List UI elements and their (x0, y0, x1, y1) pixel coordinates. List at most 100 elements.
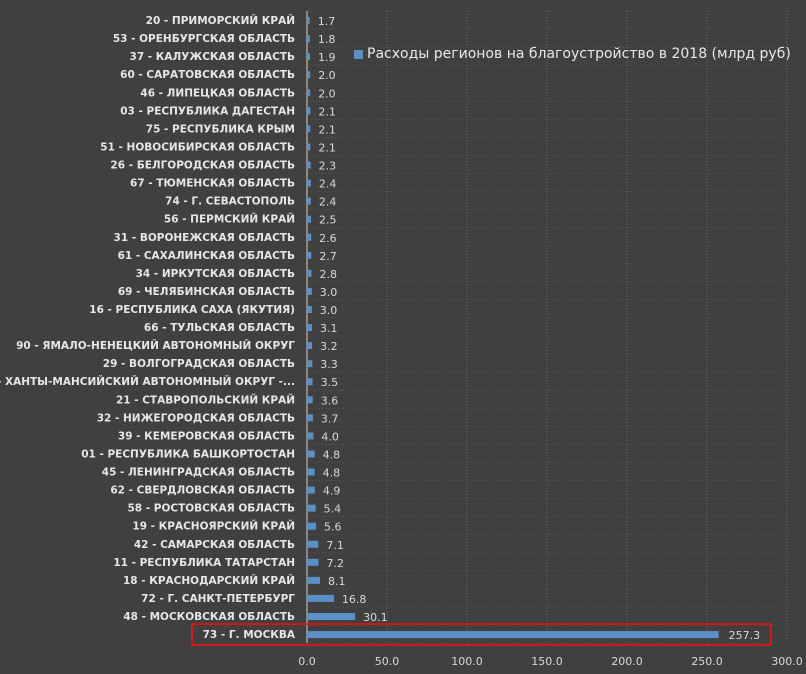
category-label: 66 - ТУЛЬСКАЯ ОБЛАСТЬ (144, 322, 295, 334)
data-label: 2.0 (318, 87, 336, 100)
x-tick-label: 250.0 (691, 655, 723, 668)
category-label: 87 - ХАНТЫ-МАНСИЙСКИЙ АВТОНОМНЫЙ ОКРУГ -… (0, 375, 295, 388)
category-label: 37 - КАЛУЖСКАЯ ОБЛАСТЬ (130, 51, 295, 63)
bar (307, 305, 312, 313)
category-label: 56 - ПЕРМСКИЙ КРАЙ (164, 213, 295, 226)
category-label: 20 - ПРИМОРСКИЙ КРАЙ (146, 14, 295, 27)
data-label: 2.6 (319, 232, 337, 245)
category-label: 32 - НИЖЕГОРОДСКАЯ ОБЛАСТЬ (97, 412, 295, 424)
data-label: 3.7 (321, 412, 339, 425)
data-label: 5.6 (324, 521, 342, 534)
category-label: 42 - САМАРСКАЯ ОБЛАСТЬ (134, 539, 295, 551)
x-tick-label: 0.0 (298, 655, 316, 668)
category-label: 19 - КРАСНОЯРСКИЙ КРАЙ (132, 520, 295, 533)
bar (307, 53, 311, 61)
category-label: 72 - Г. САНКТ-ПЕТЕРБУРГ (141, 593, 295, 605)
bar (307, 287, 312, 295)
bar (307, 613, 356, 621)
bar (307, 558, 319, 566)
bar (307, 179, 311, 187)
data-label: 7.2 (327, 557, 345, 570)
bar (307, 631, 719, 639)
data-label: 4.8 (323, 448, 341, 461)
data-label: 1.7 (318, 15, 336, 28)
category-label: 51 - НОВОСИБИРСКАЯ ОБЛАСТЬ (100, 141, 295, 153)
data-label: 4.0 (321, 430, 339, 443)
category-label: 73 - Г. МОСКВА (203, 629, 296, 641)
category-label: 90 - ЯМАЛО-НЕНЕЦКИЙ АВТОНОМНЫЙ ОКРУГ (16, 339, 295, 352)
bar (307, 35, 310, 43)
category-label: 21 - СТАВРОПОЛЬСКИЙ КРАЙ (116, 393, 295, 406)
bar (307, 215, 311, 223)
data-label: 3.3 (320, 358, 338, 371)
bar (307, 576, 320, 584)
data-label: 2.5 (319, 214, 337, 227)
bar (307, 143, 311, 151)
category-label: 48 - МОСКОВСКАЯ ОБЛАСТЬ (123, 611, 295, 623)
bar (307, 342, 313, 350)
bar (307, 71, 311, 79)
data-label: 2.4 (319, 196, 337, 209)
data-label: 16.8 (342, 593, 367, 606)
data-label: 1.9 (318, 51, 336, 64)
category-label: 61 - САХАЛИНСКАЯ ОБЛАСТЬ (118, 250, 295, 262)
category-label: 11 - РЕСПУБЛИКА ТАТАРСТАН (113, 557, 295, 569)
x-tick-label: 100.0 (451, 655, 483, 668)
data-label: 2.1 (318, 123, 336, 136)
bar (307, 360, 313, 368)
data-label: 3.0 (320, 304, 338, 317)
category-label: 31 - ВОРОНЕЖСКАЯ ОБЛАСТЬ (114, 232, 295, 244)
category-label: 74 - Г. СЕВАСТОПОЛЬ (165, 196, 295, 208)
bar (307, 125, 311, 133)
data-label: 3.0 (320, 286, 338, 299)
data-label: 5.4 (324, 503, 342, 516)
x-tick-label: 200.0 (611, 655, 643, 668)
bar (307, 594, 334, 602)
data-label: 3.5 (321, 376, 339, 389)
bar (307, 486, 315, 494)
bar (307, 197, 311, 205)
data-label: 257.3 (729, 629, 761, 642)
data-label: 2.1 (318, 105, 336, 118)
data-label: 3.1 (320, 322, 338, 335)
category-label: 18 - КРАСНОДАРСКИЙ КРАЙ (123, 574, 295, 587)
data-label: 3.2 (320, 340, 338, 353)
data-label: 2.3 (319, 160, 337, 173)
legend: Расходы регионов на благоустройство в 20… (354, 46, 791, 62)
category-label: 29 - ВОЛГОГРАДСКАЯ ОБЛАСТЬ (103, 358, 295, 370)
data-label: 1.8 (318, 33, 336, 46)
category-label: 69 - ЧЕЛЯБИНСКАЯ ОБЛАСТЬ (118, 286, 295, 298)
category-label: 26 - БЕЛГОРОДСКАЯ ОБЛАСТЬ (110, 160, 295, 172)
data-label: 8.1 (328, 575, 346, 588)
bar (307, 540, 319, 548)
bar (307, 251, 312, 259)
bar (307, 233, 312, 241)
bar (307, 432, 314, 440)
category-label: 45 - ЛЕНИНГРАДСКАЯ ОБЛАСТЬ (102, 467, 295, 479)
data-label: 3.6 (321, 394, 339, 407)
x-tick-label: 50.0 (375, 655, 400, 668)
data-label: 7.1 (326, 539, 344, 552)
data-label: 4.9 (323, 485, 341, 498)
bar (307, 468, 315, 476)
bar (307, 324, 312, 332)
data-label: 2.1 (318, 141, 336, 154)
bar (307, 504, 316, 512)
x-tick-label: 150.0 (531, 655, 563, 668)
data-label: 30.1 (363, 611, 388, 624)
category-label: 58 - РОСТОВСКАЯ ОБЛАСТЬ (127, 503, 295, 515)
category-label: 03 - РЕСПУБЛИКА ДАГЕСТАН (120, 105, 295, 117)
legend-swatch (354, 49, 363, 59)
bar (307, 107, 311, 115)
category-label: 34 - ИРКУТСКАЯ ОБЛАСТЬ (136, 268, 295, 280)
data-label: 2.7 (319, 250, 337, 263)
bar (307, 17, 310, 25)
bar (307, 378, 313, 386)
category-label: 75 - РЕСПУБЛИКА КРЫМ (146, 123, 295, 135)
category-label: 16 - РЕСПУБЛИКА САХА (ЯКУТИЯ) (89, 304, 295, 316)
category-label: 60 - САРАТОВСКАЯ ОБЛАСТЬ (120, 69, 295, 81)
bar (307, 89, 311, 97)
bar (307, 450, 315, 458)
x-tick-label: 300.0 (771, 655, 803, 668)
